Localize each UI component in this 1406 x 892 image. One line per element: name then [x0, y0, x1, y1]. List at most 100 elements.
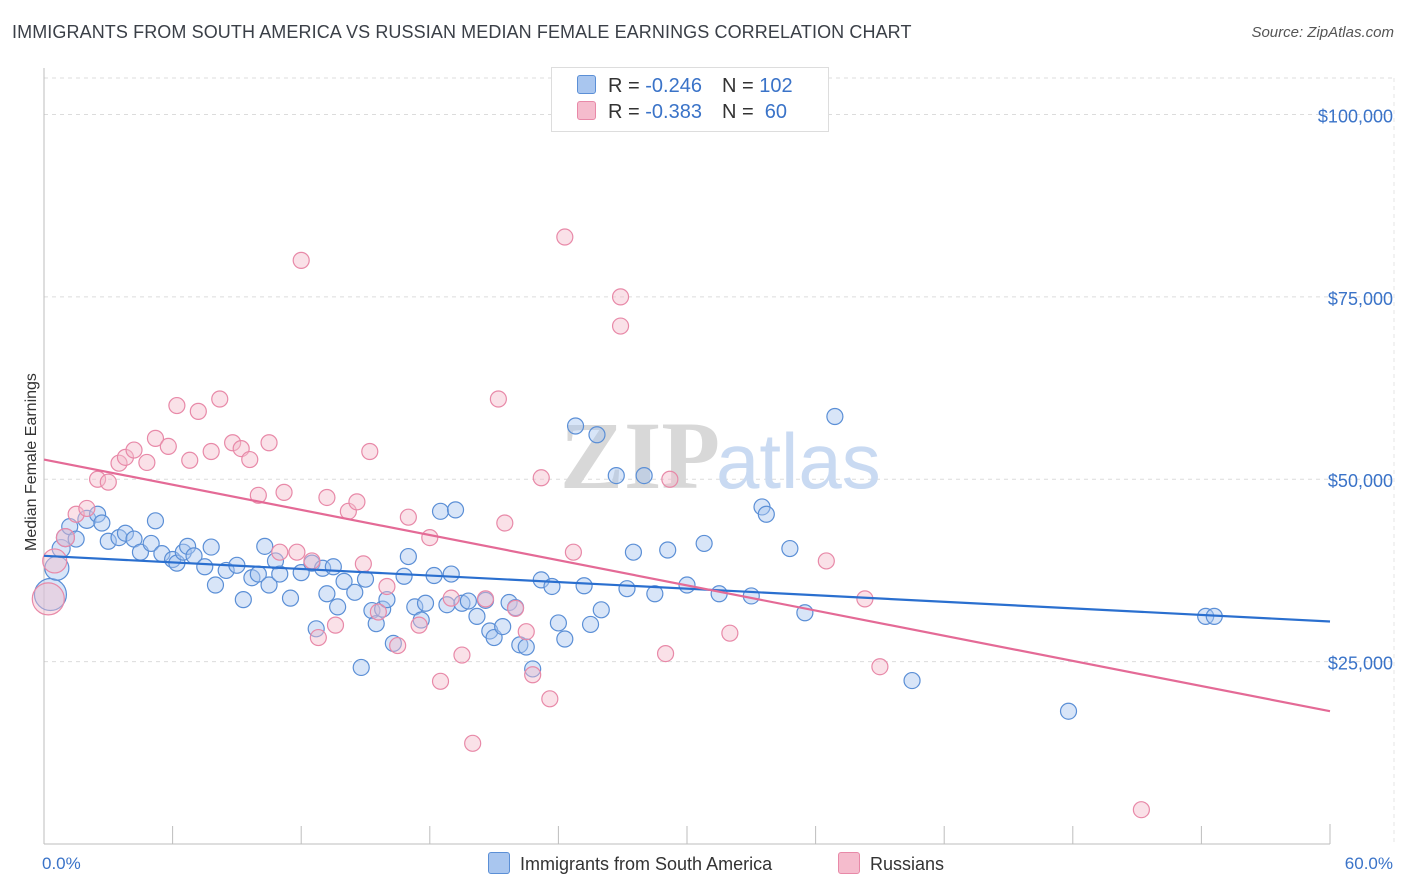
data-point [138, 453, 156, 472]
data-point [335, 572, 353, 590]
data-point [532, 469, 550, 487]
data-point [146, 512, 165, 530]
data-point [399, 508, 417, 526]
data-point [453, 594, 471, 612]
data-point [206, 576, 225, 594]
data-point [189, 402, 207, 420]
legend-row-immigrants: R = -0.246 N = 102 [577, 75, 793, 101]
data-point [1132, 801, 1150, 819]
data-point [159, 437, 177, 456]
data-point [494, 618, 512, 636]
data-point [442, 565, 460, 583]
data-point [656, 644, 675, 663]
watermark-zip: ZIP [560, 402, 720, 509]
bottom-legend-label-russians: Russians [870, 854, 945, 874]
y-tick-label: $100,000 [1318, 106, 1393, 126]
data-point [275, 483, 293, 501]
data-point [326, 616, 345, 634]
data-point [661, 470, 679, 488]
data-point [607, 466, 625, 485]
data-point [871, 658, 889, 676]
y-tick-labels: $25,000 $50,000 $75,000 $100,000 [1318, 106, 1393, 673]
data-point [556, 228, 574, 246]
data-point [611, 317, 630, 335]
data-point [324, 558, 342, 576]
bottom-legend-swatch-blue [488, 852, 510, 874]
legend-r-label: R = [608, 75, 646, 97]
data-point [581, 615, 600, 634]
data-point [78, 499, 96, 518]
data-point [389, 636, 407, 655]
data-point [659, 541, 677, 559]
data-point [566, 417, 585, 435]
data-point [348, 493, 366, 511]
data-point [524, 660, 542, 678]
legend-n-label: N = [721, 75, 760, 97]
data-point [88, 470, 107, 488]
legend-swatch-blue [577, 75, 596, 94]
data-point [31, 582, 65, 616]
data-point [517, 623, 535, 641]
data-point [459, 592, 477, 610]
y-tick-label: $50,000 [1328, 471, 1393, 491]
correlation-legend: R = -0.246 N = 102 R = -0.383 N = 60 [551, 67, 829, 132]
data-point [453, 646, 471, 664]
data-point [260, 576, 278, 594]
data-point [549, 614, 568, 632]
bottom-legend-label-immigrants: Immigrants from South America [520, 854, 773, 874]
data-point [496, 514, 514, 532]
data-point [99, 473, 117, 491]
source-label: Source: ZipAtlas.com [1251, 24, 1394, 41]
data-point [303, 552, 321, 570]
data-point [125, 441, 143, 459]
data-point [826, 407, 844, 426]
data-point [354, 555, 372, 573]
data-point [181, 451, 199, 469]
data-point [271, 565, 289, 583]
trendline-immigrants [43, 554, 1331, 623]
data-point [410, 616, 428, 634]
data-point [903, 671, 921, 690]
trend-lines [43, 458, 1331, 713]
data-point [93, 514, 111, 532]
data-point [361, 442, 379, 461]
data-point [363, 601, 381, 620]
data-point [646, 585, 664, 603]
x-tick-labels: 0.0% 60.0% [42, 854, 1393, 873]
legend-n-value: 60 [759, 101, 788, 123]
data-point [618, 580, 636, 598]
bottom-legend-immigrants: Immigrants from South America [488, 852, 772, 875]
data-point [421, 528, 439, 547]
data-point [318, 585, 336, 603]
data-point [211, 390, 229, 408]
data-point [318, 488, 336, 507]
data-point [588, 426, 606, 444]
data-point [292, 251, 310, 269]
legend-r-label: R = [608, 101, 646, 123]
data-point [116, 524, 135, 542]
data-point [281, 589, 300, 607]
data-point [378, 577, 396, 596]
data-point [168, 396, 186, 415]
legend-r-value: -0.246 [645, 75, 702, 97]
y-tick-label: $75,000 [1328, 289, 1393, 309]
data-point [395, 567, 413, 585]
data-point [624, 543, 643, 561]
data-point [489, 390, 507, 408]
data-point [757, 505, 775, 523]
data-point [260, 434, 278, 452]
data-point [142, 534, 160, 553]
data-point [271, 543, 289, 561]
data-point [249, 486, 267, 504]
data-point [67, 505, 85, 523]
data-point [468, 607, 486, 625]
data-point [517, 638, 535, 656]
data-point [234, 591, 252, 609]
data-point [224, 434, 242, 452]
data-point [635, 466, 653, 485]
x-tick-label-end: 60.0% [1345, 854, 1393, 873]
data-point [99, 532, 117, 550]
data-point [55, 527, 76, 548]
bottom-legend-russians: Russians [838, 852, 944, 875]
